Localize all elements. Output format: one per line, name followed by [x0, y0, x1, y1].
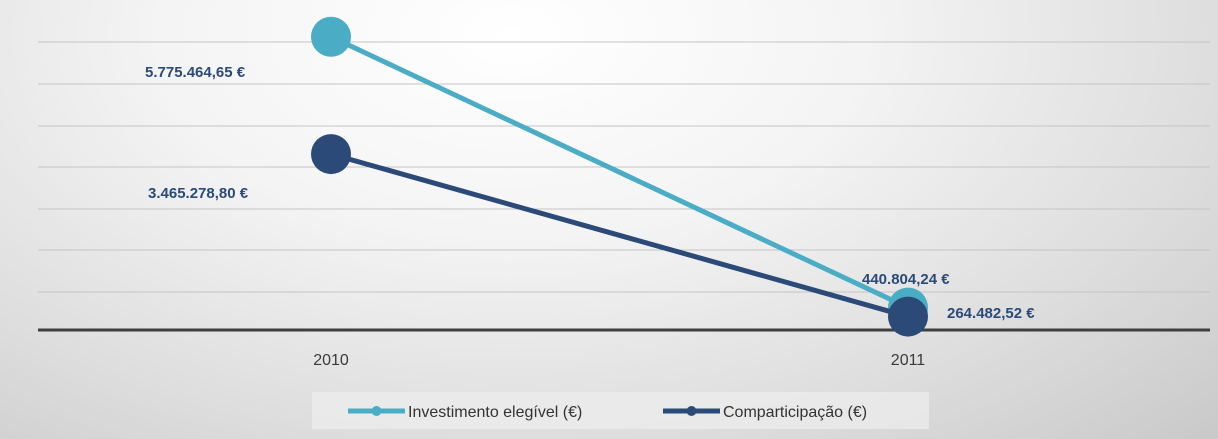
legend-swatch-marker	[686, 406, 697, 416]
data-point	[311, 134, 351, 175]
legend-item: Comparticipação (€)	[663, 404, 867, 421]
series-line	[328, 151, 911, 320]
legend-item: Investimento elegível (€)	[348, 404, 582, 421]
legend-label: Investimento elegível (€)	[408, 404, 582, 421]
x-axis: 2010 2011	[38, 328, 1210, 369]
series-line	[328, 34, 911, 311]
series-group	[311, 16, 928, 337]
data-labels: 5.775.464,65 € 440.804,24 € 3.465.278,80 €…	[145, 64, 1035, 322]
data-label: 264.482,52 €	[947, 305, 1035, 322]
x-tick-label: 2010	[313, 352, 349, 369]
data-point	[888, 296, 928, 337]
legend-swatch-marker	[371, 406, 382, 416]
data-point	[311, 16, 351, 57]
data-label: 5.775.464,65 €	[145, 64, 246, 81]
gridlines	[38, 41, 1210, 293]
data-label: 440.804,24 €	[862, 271, 950, 288]
legend-label: Comparticipação (€)	[723, 404, 867, 421]
legend: Investimento elegível (€) Comparticipação…	[312, 392, 929, 429]
data-label: 3.465.278,80 €	[148, 185, 249, 202]
x-tick-label: 2011	[891, 352, 926, 369]
legend-box	[312, 392, 929, 429]
